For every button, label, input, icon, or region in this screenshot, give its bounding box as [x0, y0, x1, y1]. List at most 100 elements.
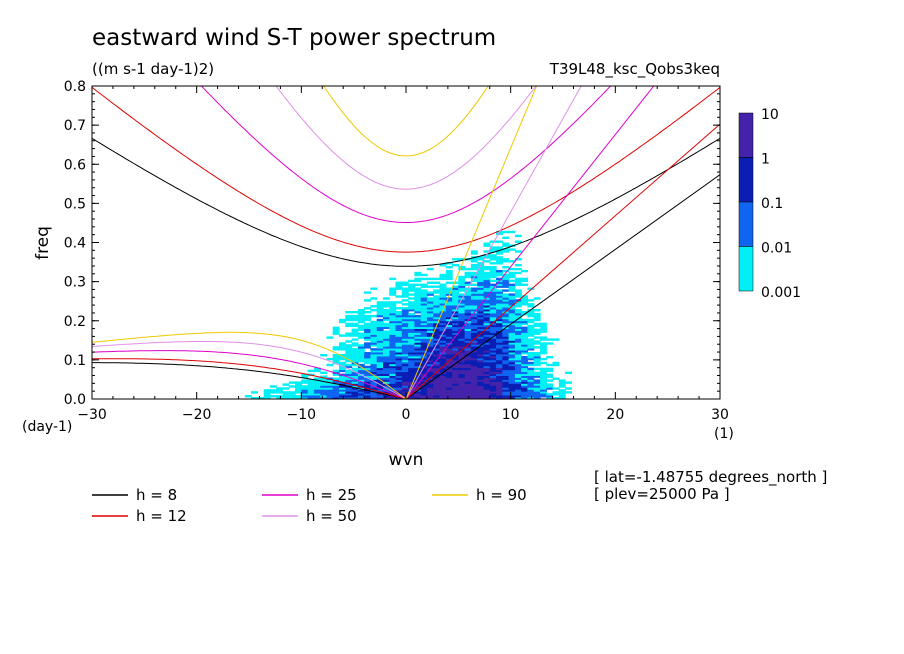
heatmap-cell — [514, 295, 522, 298]
heatmap-cell — [414, 289, 422, 292]
heatmap-cell — [540, 361, 547, 365]
heatmap-cell — [470, 340, 478, 343]
heatmap-cell — [521, 381, 528, 384]
heatmap-cell — [502, 359, 510, 363]
heatmap-cell — [496, 361, 503, 365]
heatmap-cell — [496, 379, 503, 382]
heatmap-cell — [376, 312, 384, 316]
experiment-label: T39L48_ksc_Qobs3keq — [549, 60, 720, 79]
heatmap-cell — [426, 322, 434, 326]
heatmap-cell — [477, 291, 485, 294]
heatmap-cell — [502, 332, 510, 335]
heatmap-cell — [376, 359, 384, 363]
heatmap-cell — [313, 395, 321, 398]
heatmap-cell — [345, 379, 353, 382]
heatmap-cell — [470, 342, 478, 345]
heatmap-cell — [514, 381, 522, 384]
heatmap-cell — [389, 359, 397, 363]
heatmap-cell — [521, 379, 528, 382]
heatmap-cell — [489, 305, 497, 308]
x-tick-label: 20 — [606, 407, 624, 423]
heatmap-cell — [339, 369, 346, 373]
heatmap-cell — [414, 357, 422, 361]
heatmap-cell — [401, 365, 409, 369]
heatmap-cell — [269, 389, 277, 392]
heatmap-cell — [364, 375, 371, 378]
heatmap-cell — [464, 305, 472, 308]
heatmap-cell — [364, 346, 371, 349]
heatmap-cell — [489, 395, 497, 398]
heatmap-cell — [470, 279, 478, 283]
heatmap-cell — [401, 312, 409, 316]
heatmap-cell — [458, 338, 466, 341]
heatmap-cell — [332, 389, 340, 392]
heatmap-cell — [420, 348, 428, 351]
heatmap-cell — [558, 385, 566, 388]
heatmap-cell — [514, 367, 522, 371]
heatmap-cell — [445, 334, 453, 337]
heatmap-cell — [433, 363, 441, 367]
heatmap-cell — [470, 395, 478, 398]
heatmap-cell — [540, 367, 547, 371]
heatmap-cell — [489, 248, 497, 251]
heatmap-cell — [433, 373, 441, 376]
heatmap-cell — [470, 293, 478, 296]
heatmap-cell — [420, 326, 428, 329]
heatmap-cell — [470, 289, 478, 292]
heatmap-cell — [408, 369, 415, 373]
heatmap-cell — [470, 312, 478, 316]
heatmap-cell — [508, 371, 516, 374]
heatmap-cell — [313, 389, 321, 392]
heatmap-cell — [395, 391, 403, 394]
heatmap-cell — [401, 383, 409, 386]
heatmap-cell — [376, 385, 384, 388]
heatmap-cell — [483, 352, 491, 355]
heatmap-cell — [464, 397, 472, 399]
heatmap-cell — [320, 377, 328, 380]
heatmap-cell — [383, 309, 390, 312]
heatmap-cell — [514, 385, 522, 388]
heatmap-cell — [439, 328, 447, 331]
heatmap-cell — [452, 359, 459, 363]
heatmap-cell — [458, 354, 466, 357]
heatmap-cell — [464, 314, 472, 318]
heatmap-cell — [408, 395, 415, 398]
heatmap-cell — [483, 256, 491, 259]
heatmap-cell — [389, 357, 397, 361]
heatmap-cell — [489, 312, 497, 316]
heatmap-cell — [489, 271, 497, 275]
heatmap-cell — [401, 350, 409, 353]
heatmap-cell — [357, 395, 365, 398]
heatmap-cell — [357, 371, 365, 374]
heatmap-cell — [389, 389, 397, 392]
heatmap-cell — [508, 320, 516, 324]
heatmap-cell — [483, 275, 491, 279]
heatmap-cell — [470, 297, 478, 300]
heatmap-cell — [326, 379, 334, 382]
heatmap-cell — [489, 363, 497, 367]
heatmap-cell — [464, 393, 472, 396]
x-tick-label: 30 — [711, 407, 729, 423]
heatmap-cell — [464, 312, 472, 316]
heatmap-cell — [376, 369, 384, 373]
heatmap-cell — [514, 342, 522, 345]
heatmap-cell — [470, 336, 478, 339]
heatmap-cell — [395, 316, 403, 320]
heatmap-cell — [458, 383, 466, 386]
heatmap-cell — [426, 356, 434, 359]
heatmap-cell — [364, 393, 371, 396]
heatmap-cell — [508, 397, 516, 399]
legend: h = 8h = 12h = 25h = 50h = 90 — [92, 486, 527, 525]
heatmap-cell — [521, 303, 528, 306]
heatmap-cell — [496, 383, 503, 386]
heatmap-cell — [470, 354, 478, 357]
heatmap-cell — [433, 285, 441, 288]
heatmap-cell — [339, 344, 346, 347]
heatmap-cell — [426, 336, 434, 339]
heatmap-cell — [489, 354, 497, 357]
heatmap-cell — [452, 291, 459, 294]
heatmap-cell — [496, 352, 503, 355]
heatmap-cell — [370, 297, 378, 300]
heatmap-cell — [477, 322, 485, 326]
